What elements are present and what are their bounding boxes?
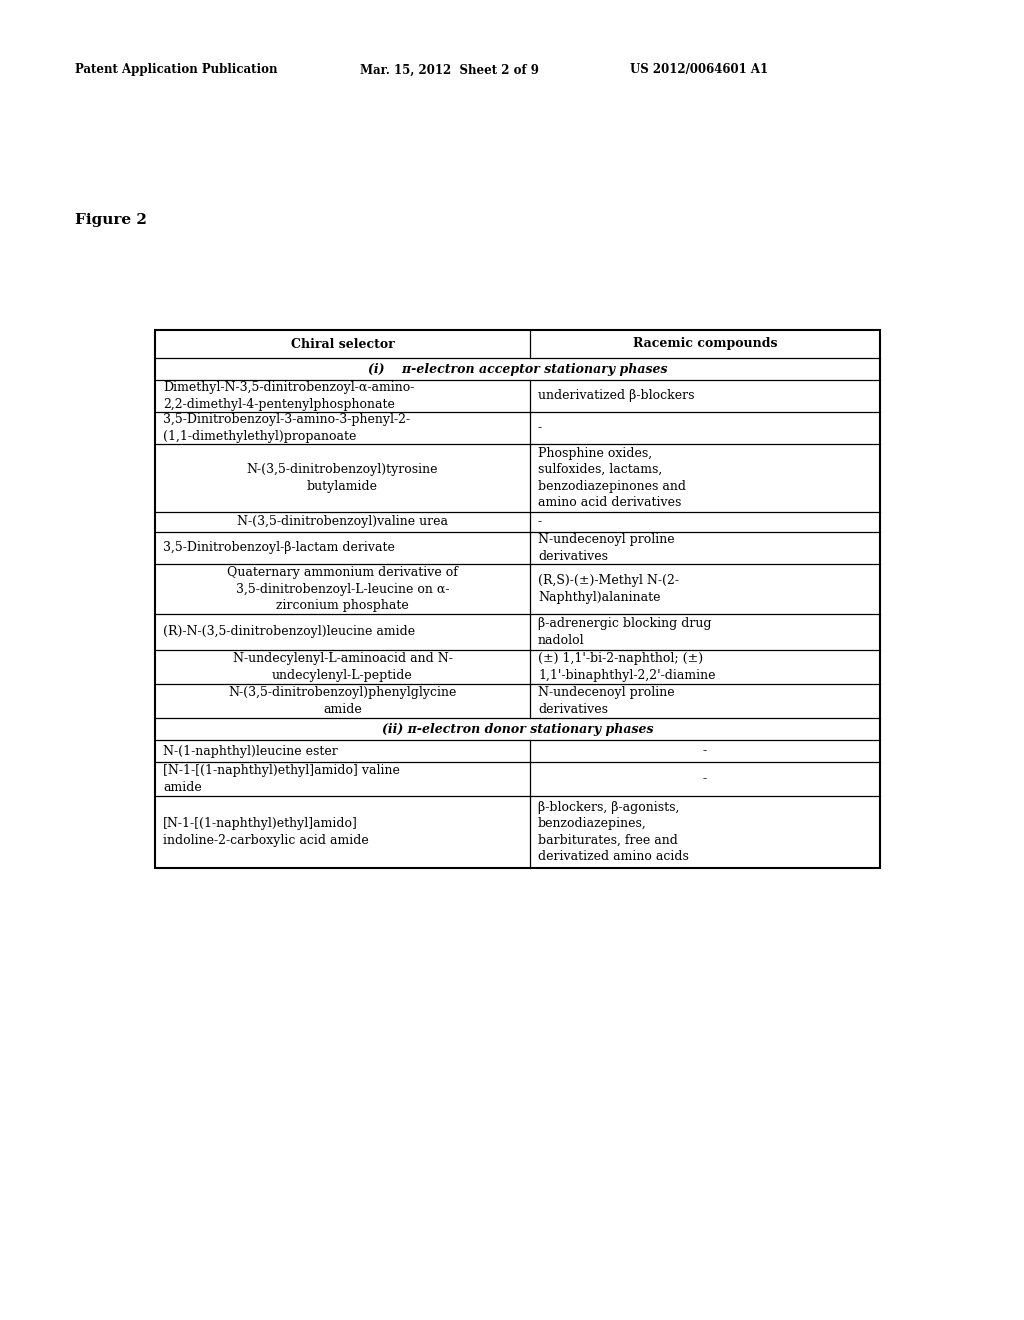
Text: Quaternary ammonium derivative of
3,5-dinitrobenzoyl-L-leucine on α-
zirconium p: Quaternary ammonium derivative of 3,5-di… [227,566,458,612]
Text: [N-1-[(1-naphthyl)ethyl]amido]
indoline-2-carboxylic acid amide: [N-1-[(1-naphthyl)ethyl]amido] indoline-… [163,817,369,846]
Text: (±) 1,1'-bi-2-naphthol; (±)
1,1'-binaphthyl-2,2'-diamine: (±) 1,1'-bi-2-naphthol; (±) 1,1'-binapht… [538,652,716,681]
Text: (R,S)-(±)-Methyl N-(2-
Naphthyl)alaninate: (R,S)-(±)-Methyl N-(2- Naphthyl)alaninat… [538,574,679,603]
Text: underivatized β-blockers: underivatized β-blockers [538,389,694,403]
Text: US 2012/0064601 A1: US 2012/0064601 A1 [630,63,768,77]
Text: β-adrenergic blocking drug
nadolol: β-adrenergic blocking drug nadolol [538,618,712,647]
Text: 3,5-Dinitrobenzoyl-β-lactam derivate: 3,5-Dinitrobenzoyl-β-lactam derivate [163,541,395,554]
Text: β-blockers, β-agonists,
benzodiazepines,
barbiturates, free and
derivatized amin: β-blockers, β-agonists, benzodiazepines,… [538,801,689,863]
Text: -: - [702,772,707,785]
Text: (ii) π-electron donor stationary phases: (ii) π-electron donor stationary phases [382,722,653,735]
Text: -: - [538,516,542,528]
Text: N-undecenoyl proline
derivatives: N-undecenoyl proline derivatives [538,533,675,562]
Text: Chiral selector: Chiral selector [291,338,394,351]
Text: N-(3,5-dinitrobenzoyl)tyrosine
butylamide: N-(3,5-dinitrobenzoyl)tyrosine butylamid… [247,463,438,492]
Text: -: - [702,744,707,758]
Text: 3,5-Dinitrobenzoyl-3-amino-3-phenyl-2-
(1,1-dimethylethyl)propanoate: 3,5-Dinitrobenzoyl-3-amino-3-phenyl-2- (… [163,413,411,442]
Text: Phosphine oxides,
sulfoxides, lactams,
benzodiazepinones and
amino acid derivati: Phosphine oxides, sulfoxides, lactams, b… [538,446,686,510]
Text: N-undecenoyl proline
derivatives: N-undecenoyl proline derivatives [538,686,675,715]
Text: [N-1-[(1-naphthyl)ethyl]amido] valine
amide: [N-1-[(1-naphthyl)ethyl]amido] valine am… [163,764,400,793]
Text: N-(1-naphthyl)leucine ester: N-(1-naphthyl)leucine ester [163,744,338,758]
Text: N-undecylenyl-L-aminoacid and N-
undecylenyl-L-peptide: N-undecylenyl-L-aminoacid and N- undecyl… [232,652,453,681]
Text: Mar. 15, 2012  Sheet 2 of 9: Mar. 15, 2012 Sheet 2 of 9 [360,63,539,77]
Text: Patent Application Publication: Patent Application Publication [75,63,278,77]
Text: -: - [538,421,542,434]
Text: N-(3,5-dinitrobenzoyl)valine urea: N-(3,5-dinitrobenzoyl)valine urea [237,516,449,528]
Text: Figure 2: Figure 2 [75,213,146,227]
Text: (i)    π-electron acceptor stationary phases: (i) π-electron acceptor stationary phase… [368,363,668,375]
Bar [155,330,880,869]
Text: Racemic compounds: Racemic compounds [633,338,777,351]
Text: (R)-N-(3,5-dinitrobenzoyl)leucine amide: (R)-N-(3,5-dinitrobenzoyl)leucine amide [163,626,415,639]
Text: Dimethyl-N-3,5-dinitrobenzoyl-α-amino-
2,2-dimethyl-4-pentenylphosphonate: Dimethyl-N-3,5-dinitrobenzoyl-α-amino- 2… [163,381,415,411]
Text: N-(3,5-dinitrobenzoyl)phenylglycine
amide: N-(3,5-dinitrobenzoyl)phenylglycine amid… [228,686,457,715]
